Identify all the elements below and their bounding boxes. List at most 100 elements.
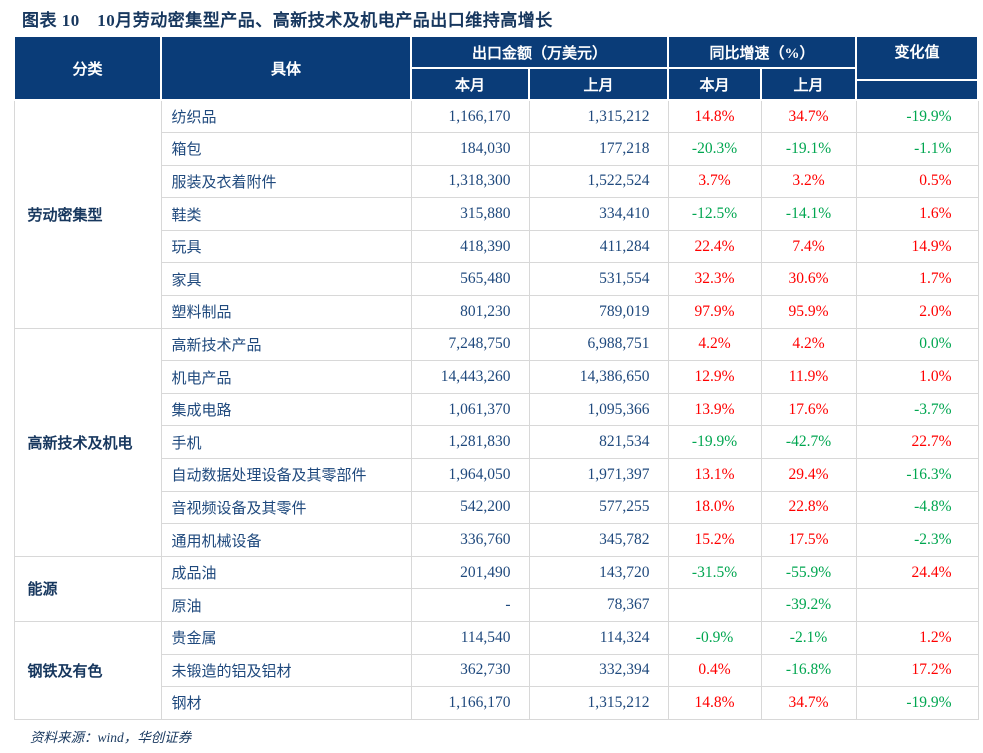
amount-this-month-cell: 1,061,370 bbox=[410, 392, 530, 427]
yoy-last-month-cell: -42.7% bbox=[760, 425, 857, 460]
detail-cell: 高新技术产品 bbox=[160, 327, 412, 362]
detail-cell: 贵金属 bbox=[160, 621, 412, 655]
amount-last-month-cell: 114,324 bbox=[528, 621, 669, 655]
table-row: 箱包 184,030 177,218 -20.3% -19.1% -1.1% bbox=[14, 132, 979, 166]
detail-cell: 自动数据处理设备及其零部件 bbox=[160, 458, 412, 492]
yoy-this-month-cell: 15.2% bbox=[667, 523, 762, 557]
detail-cell: 服装及衣着附件 bbox=[160, 164, 412, 199]
yoy-this-month-cell: 13.9% bbox=[667, 392, 762, 427]
change-value-cell: -19.9% bbox=[855, 99, 979, 134]
yoy-this-month-cell: 13.1% bbox=[667, 458, 762, 492]
yoy-last-month-cell: 3.2% bbox=[760, 164, 857, 199]
amount-this-month-cell: 201,490 bbox=[410, 555, 530, 590]
change-value-cell: -3.7% bbox=[855, 392, 979, 427]
detail-cell: 家具 bbox=[160, 262, 412, 297]
change-value-cell: 14.9% bbox=[855, 229, 979, 264]
yoy-this-month-cell bbox=[667, 588, 762, 622]
amount-last-month-cell: 345,782 bbox=[528, 523, 669, 557]
yoy-last-month-cell: 17.6% bbox=[760, 392, 857, 427]
amount-this-month-cell: 1,166,170 bbox=[410, 99, 530, 134]
yoy-last-month-cell: -19.1% bbox=[760, 132, 857, 166]
change-value-cell: 2.0% bbox=[855, 295, 979, 329]
table-row: 机电产品 14,443,260 14,386,650 12.9% 11.9% 1.0% bbox=[14, 360, 979, 394]
table-row: 未锻造的铝及铝材 362,730 332,394 0.4% -16.8% 17.2% bbox=[14, 653, 979, 688]
amount-last-month-cell: 334,410 bbox=[528, 197, 669, 231]
amount-last-month-cell: 143,720 bbox=[528, 555, 669, 590]
amount-last-month-cell: 411,284 bbox=[528, 229, 669, 264]
detail-cell: 钢材 bbox=[160, 686, 412, 720]
amount-last-month-cell: 1,315,212 bbox=[528, 99, 669, 134]
table-body: 劳动密集型 纺织品 1,166,170 1,315,212 14.8% 34.7% -19.… bbox=[13, 99, 979, 720]
detail-cell: 箱包 bbox=[160, 132, 412, 166]
table-row: 塑料制品 801,230 789,019 97.9% 95.9% 2.0% bbox=[14, 295, 979, 329]
table-row: 鞋类 315,880 334,410 -12.5% -14.1% 1.6% bbox=[14, 197, 979, 231]
detail-cell: 通用机械设备 bbox=[160, 523, 412, 557]
change-value-cell: -4.8% bbox=[855, 490, 979, 525]
yoy-last-month-cell: -55.9% bbox=[760, 555, 857, 590]
category-cell: 劳动密集型 bbox=[13, 99, 162, 329]
header-row-2: 本月 上月 本月 上月 bbox=[14, 67, 978, 101]
table-row: 家具 565,480 531,554 32.3% 30.6% 1.7% bbox=[14, 262, 979, 297]
change-value-cell: 1.6% bbox=[855, 197, 979, 231]
header-yoy-last-month: 上月 bbox=[760, 67, 858, 101]
yoy-this-month-cell: -31.5% bbox=[667, 555, 762, 590]
header-divider-line bbox=[857, 79, 978, 81]
amount-this-month-cell: 1,964,050 bbox=[410, 458, 530, 492]
header-yoy-growth: 同比增速（%） bbox=[667, 35, 858, 69]
change-value-cell: 17.2% bbox=[855, 653, 979, 688]
change-value-cell: 1.2% bbox=[855, 621, 979, 655]
amount-last-month-cell: 577,255 bbox=[528, 490, 669, 525]
table-row: 能源 成品油 201,490 143,720 -31.5% -55.9% 24.4% bbox=[13, 555, 979, 623]
category-cell: 能源 bbox=[13, 555, 162, 623]
detail-cell: 机电产品 bbox=[160, 360, 412, 394]
yoy-last-month-cell: 4.2% bbox=[760, 327, 857, 362]
yoy-last-month-cell: 17.5% bbox=[760, 523, 857, 557]
amount-this-month-cell: 114,540 bbox=[410, 621, 530, 655]
header-row-1: 分类 具体 出口金额（万美元） 同比增速（%） 变化值 bbox=[13, 35, 980, 101]
category-cell: 钢铁及有色 bbox=[13, 621, 162, 720]
change-value-cell: 1.0% bbox=[855, 360, 979, 394]
yoy-this-month-cell: 0.4% bbox=[667, 653, 762, 688]
yoy-last-month-cell: -16.8% bbox=[760, 653, 857, 688]
table-row: 原油 -78,367 -39.2% bbox=[14, 588, 979, 622]
table-row: 钢铁及有色 贵金属 114,540 114,324 -0.9% -2.1% 1.2% bbox=[13, 621, 979, 720]
amount-this-month-cell: 1,318,300 bbox=[410, 164, 530, 199]
yoy-this-month-cell: 22.4% bbox=[667, 229, 762, 264]
table-row: 玩具 418,390 411,284 22.4% 7.4% 14.9% bbox=[14, 229, 979, 264]
yoy-last-month-cell: 29.4% bbox=[760, 458, 857, 492]
detail-cell: 鞋类 bbox=[160, 197, 412, 231]
yoy-this-month-cell: -20.3% bbox=[667, 132, 762, 166]
change-value-cell bbox=[855, 588, 979, 622]
amount-last-month-cell: 531,554 bbox=[528, 262, 669, 297]
table-row: 钢材 1,166,170 1,315,212 14.8% 34.7% -19.9% bbox=[14, 686, 979, 720]
amount-last-month-cell: 1,971,397 bbox=[528, 458, 669, 492]
detail-cell: 纺织品 bbox=[160, 99, 412, 134]
yoy-this-month-cell: 14.8% bbox=[667, 99, 762, 134]
amount-this-month-cell: 7,248,750 bbox=[410, 327, 530, 362]
detail-cell: 集成电路 bbox=[160, 392, 412, 427]
change-value-cell: -2.3% bbox=[855, 523, 979, 557]
table-row: 集成电路 1,061,370 1,095,366 13.9% 17.6% -3.7% bbox=[14, 392, 979, 427]
header-change-value: 变化值 bbox=[855, 35, 980, 101]
amount-last-month-cell: 1,095,366 bbox=[528, 392, 669, 427]
yoy-this-month-cell: -12.5% bbox=[667, 197, 762, 231]
change-value-cell: 1.7% bbox=[855, 262, 979, 297]
detail-cell: 原油 bbox=[160, 588, 412, 622]
amount-this-month-cell: 362,730 bbox=[410, 653, 530, 688]
detail-cell: 塑料制品 bbox=[160, 295, 412, 329]
yoy-last-month-cell: 30.6% bbox=[760, 262, 857, 297]
change-value-cell: 22.7% bbox=[855, 425, 979, 460]
yoy-this-month-cell: 12.9% bbox=[667, 360, 762, 394]
figure-title: 图表 10 10月劳动密集型产品、高新技术及机电产品出口维持高增长 bbox=[22, 11, 553, 30]
header-amount-this-month: 本月 bbox=[410, 67, 530, 101]
amount-last-month-cell: 821,534 bbox=[528, 425, 669, 460]
export-data-table: 分类 具体 出口金额（万美元） 同比增速（%） 变化值 本月 上月 本月 上月 … bbox=[13, 35, 980, 720]
yoy-last-month-cell: 34.7% bbox=[760, 99, 857, 134]
change-value-cell: 24.4% bbox=[855, 555, 979, 590]
header-change-value-label: 变化值 bbox=[894, 45, 940, 61]
amount-this-month-cell: 336,760 bbox=[410, 523, 530, 557]
amount-this-month-cell: 418,390 bbox=[410, 229, 530, 264]
change-value-cell: -1.1% bbox=[855, 132, 979, 166]
change-value-cell: 0.5% bbox=[855, 164, 979, 199]
yoy-last-month-cell: 7.4% bbox=[760, 229, 857, 264]
